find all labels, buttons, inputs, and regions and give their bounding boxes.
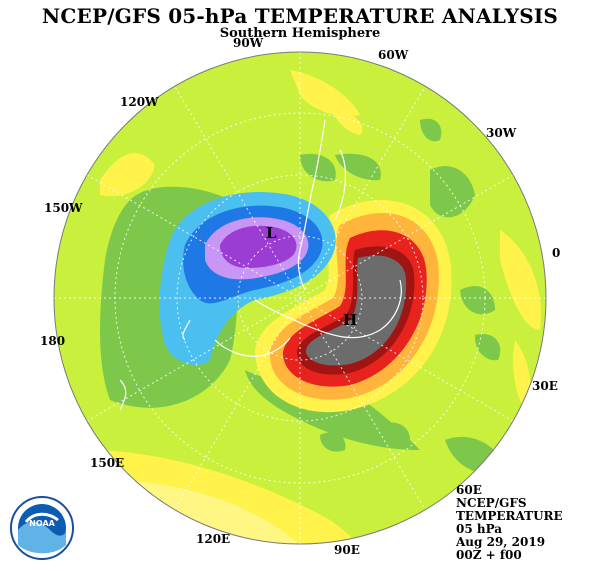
high-marker: H: [343, 311, 357, 329]
lat-lon-grid: [54, 52, 546, 544]
info-date: Aug 29, 2019: [456, 535, 546, 549]
yellow-patch-n2: [330, 105, 363, 135]
green-blob-ne2: [420, 118, 442, 142]
lon-label-150w: 150W: [44, 201, 83, 215]
chart-subtitle: Southern Hemisphere: [219, 26, 381, 41]
lon-label-150e: 150E: [90, 456, 125, 470]
info-level: 05 hPa: [456, 522, 503, 536]
lon-label-90e: 90E: [334, 543, 360, 557]
lon-label-0: 0: [552, 246, 561, 260]
green-blob-ne: [430, 166, 475, 218]
lon-label-180: 180: [40, 334, 66, 348]
cold-purple: [220, 225, 297, 268]
lon-label-90w: 90W: [233, 36, 264, 50]
chart-title: NCEP/GFS 05-hPa TEMPERATURE ANALYSIS: [41, 4, 559, 28]
info-model: NCEP/GFS: [456, 496, 527, 510]
green-blob-e: [460, 286, 495, 315]
yellow-patch-n: [290, 70, 360, 117]
lon-label-60w: 60W: [378, 48, 409, 62]
lon-label-60e: 60E: [456, 483, 482, 497]
lon-label-30w: 30W: [486, 126, 517, 140]
info-block: NCEP/GFS TEMPERATURE 05 hPa Aug 29, 2019…: [456, 497, 563, 562]
info-field: TEMPERATURE: [456, 509, 563, 523]
low-marker: L: [266, 224, 277, 242]
coastlines: [119, 119, 402, 411]
green-blob-s: [375, 422, 410, 444]
yellow-patch-e2: [513, 340, 531, 410]
lon-label-120w: 120W: [120, 95, 159, 109]
map-boundary: [53, 51, 547, 545]
yellow-patch-e: [500, 230, 541, 330]
lon-label-120e: 120E: [196, 532, 231, 546]
info-time: 00Z + f00: [456, 548, 522, 562]
warm-core-gray: [305, 255, 407, 366]
yellow-patch-nw: [100, 153, 155, 197]
lon-label-30e: 30E: [532, 379, 558, 393]
green-blob-n: [300, 153, 336, 182]
